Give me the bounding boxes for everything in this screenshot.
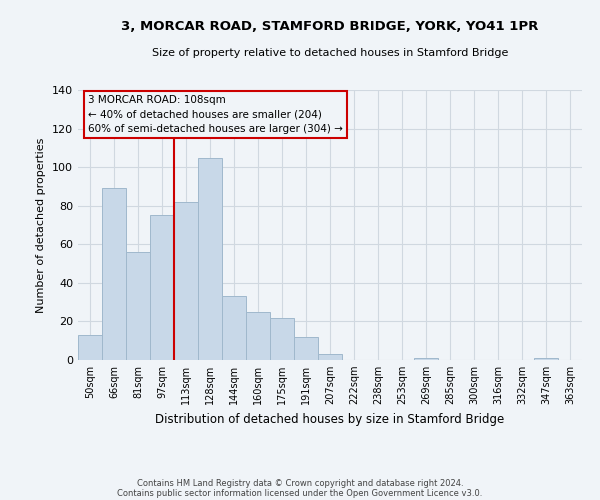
Text: Size of property relative to detached houses in Stamford Bridge: Size of property relative to detached ho…	[152, 48, 508, 58]
Y-axis label: Number of detached properties: Number of detached properties	[37, 138, 46, 312]
X-axis label: Distribution of detached houses by size in Stamford Bridge: Distribution of detached houses by size …	[155, 412, 505, 426]
Bar	[294, 337, 318, 360]
Bar	[174, 202, 198, 360]
Text: 3 MORCAR ROAD: 108sqm
← 40% of detached houses are smaller (204)
60% of semi-det: 3 MORCAR ROAD: 108sqm ← 40% of detached …	[88, 96, 343, 134]
Bar	[246, 312, 270, 360]
Text: Contains public sector information licensed under the Open Government Licence v3: Contains public sector information licen…	[118, 488, 482, 498]
Bar	[270, 318, 294, 360]
Bar	[198, 158, 222, 360]
Text: 3, MORCAR ROAD, STAMFORD BRIDGE, YORK, YO41 1PR: 3, MORCAR ROAD, STAMFORD BRIDGE, YORK, Y…	[121, 20, 539, 33]
Bar	[414, 358, 438, 360]
Bar	[318, 354, 342, 360]
Text: Contains HM Land Registry data © Crown copyright and database right 2024.: Contains HM Land Registry data © Crown c…	[137, 478, 463, 488]
Bar	[78, 335, 102, 360]
Bar	[150, 216, 174, 360]
Bar	[126, 252, 150, 360]
Bar	[222, 296, 246, 360]
Bar	[534, 358, 558, 360]
Bar	[102, 188, 126, 360]
